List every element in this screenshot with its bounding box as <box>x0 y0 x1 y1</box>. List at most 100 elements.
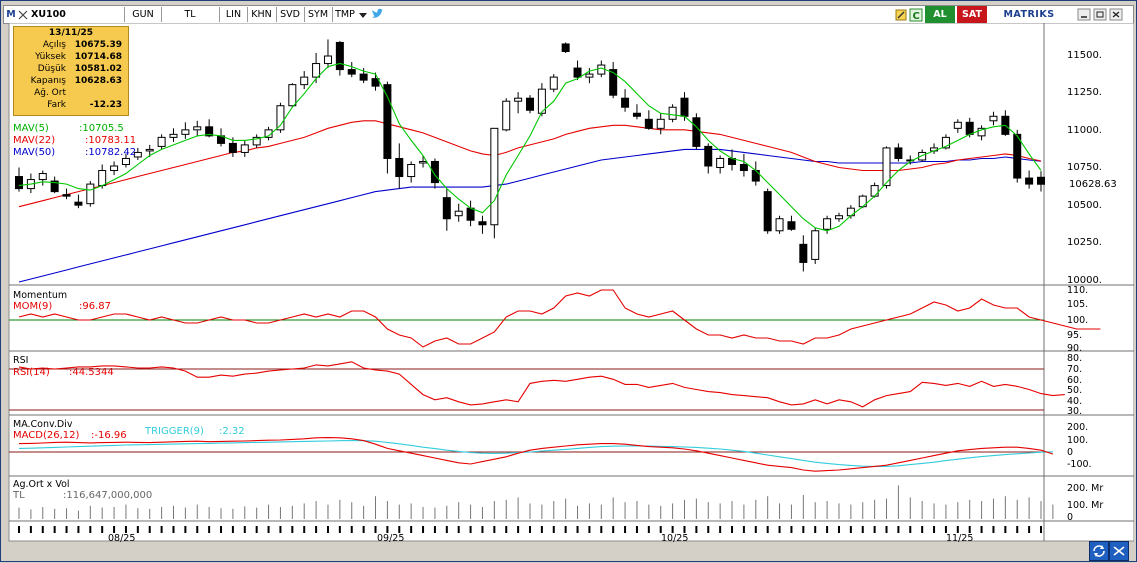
candle-body <box>205 126 214 137</box>
info-value: 10675.39 <box>74 40 122 50</box>
last-price-marker <box>1061 177 1133 190</box>
twitter-bird-icon[interactable] <box>370 6 384 23</box>
time-tick <box>196 526 199 533</box>
info-label: Yüksek <box>35 52 66 62</box>
candle-body <box>953 121 962 129</box>
tmp-button[interactable]: TMP <box>335 9 355 20</box>
axis-tick: 80. <box>1067 353 1082 364</box>
candle <box>894 143 903 162</box>
candle <box>442 188 451 231</box>
candle-body <box>918 151 927 161</box>
minimize-icon[interactable] <box>1077 6 1091 23</box>
time-tick <box>481 526 484 533</box>
volume-bar <box>577 505 579 519</box>
buy-button[interactable]: AL <box>925 6 955 23</box>
candle <box>609 62 618 99</box>
volume-bar <box>636 501 638 519</box>
candle <box>621 89 630 112</box>
currency-button[interactable]: TL <box>184 9 196 20</box>
candle-body <box>632 112 641 117</box>
svd-button[interactable]: SVD <box>280 9 300 20</box>
dropdown-arrow-icon[interactable] <box>357 6 369 23</box>
pencil-icon[interactable] <box>894 6 908 23</box>
sell-button[interactable]: SAT <box>957 6 987 23</box>
candle-body <box>1013 133 1022 179</box>
c-icon[interactable]: C <box>909 6 923 23</box>
sym-button[interactable]: SYM <box>307 9 329 20</box>
candle-body <box>692 117 701 147</box>
legend-mav22-label: MAV(22) <box>13 135 55 146</box>
volume-bar <box>529 503 531 519</box>
chart-canvas[interactable]: 11500. 11250. 11000. 10750. 10500. 10250… <box>1 23 1134 543</box>
info-row-change: Fark -12.23 <box>14 100 128 111</box>
info-row-high: Yüksek 10714.68 <box>14 52 128 63</box>
close-icon[interactable] <box>1109 6 1123 23</box>
time-tick <box>303 526 306 533</box>
volume-bar <box>707 502 709 519</box>
time-tick <box>719 526 722 533</box>
mav50-polyline <box>18 148 1042 283</box>
volume-bar <box>648 504 650 519</box>
legend-mav5-label: MAV(5) <box>13 123 49 134</box>
status-bar <box>1 541 1136 561</box>
time-tick <box>338 526 341 533</box>
indicator-value: :96.87 <box>79 301 111 312</box>
candle <box>50 176 59 194</box>
volume-bar <box>1004 496 1006 519</box>
khn-button[interactable]: KHN <box>251 9 272 20</box>
candle-body <box>240 144 249 153</box>
restore-icon[interactable] <box>1093 6 1107 23</box>
volume-bar <box>921 501 923 519</box>
time-tick <box>267 526 270 533</box>
last-price-label: 10628.63 <box>1069 179 1117 190</box>
close-x-icon[interactable] <box>17 6 29 23</box>
volume-bar <box>220 508 222 519</box>
volume-bar <box>660 505 662 519</box>
volume-bar <box>600 504 602 519</box>
candle-body <box>775 218 784 232</box>
time-tick <box>386 526 389 533</box>
scale-button-lin[interactable]: LIN <box>225 9 242 20</box>
axis-tick: 50. <box>1067 385 1082 396</box>
settings-icon[interactable] <box>1109 541 1129 561</box>
time-tick <box>790 526 793 533</box>
candle-body <box>882 147 891 187</box>
candle-body <box>1025 177 1034 185</box>
volume-bar <box>695 498 697 519</box>
time-tick <box>517 526 520 533</box>
volume-bar <box>743 504 745 519</box>
info-row-low: Düşük 10581.02 <box>14 64 128 75</box>
time-tick <box>374 526 377 533</box>
candle <box>668 104 677 123</box>
time-tick <box>184 526 187 533</box>
candle <box>953 119 962 133</box>
candle-body <box>466 207 475 221</box>
candle-body <box>621 97 630 108</box>
candle <box>74 194 83 209</box>
time-tick <box>944 526 947 533</box>
time-tick <box>1028 526 1031 533</box>
candle <box>300 71 309 90</box>
time-tick <box>1016 526 1019 533</box>
momentum-panel: Momentum MOM(9) :96.87 110. 105. 100. 95… <box>9 285 1101 354</box>
time-tick <box>683 526 686 533</box>
candle <box>323 39 332 69</box>
candle-body <box>549 76 558 90</box>
candle-body <box>407 163 416 178</box>
symbol-field[interactable]: XU100 <box>31 9 66 20</box>
info-label: Açılış <box>42 40 66 50</box>
volume-bar <box>446 505 448 519</box>
menu-button[interactable]: M <box>6 9 16 20</box>
candle <box>276 102 285 133</box>
time-tick <box>65 526 68 533</box>
candle-body <box>50 180 59 193</box>
volume-bar <box>683 499 685 519</box>
legend-mav50-label: MAV(50) <box>13 147 55 158</box>
candle-body <box>941 136 950 149</box>
volume-bar <box>125 504 127 519</box>
time-tick <box>410 526 413 533</box>
axis-tick: 105. <box>1067 299 1088 310</box>
volume-bar <box>232 508 234 519</box>
period-button-gun[interactable]: GUN <box>132 9 154 20</box>
refresh-icon[interactable] <box>1089 541 1109 561</box>
